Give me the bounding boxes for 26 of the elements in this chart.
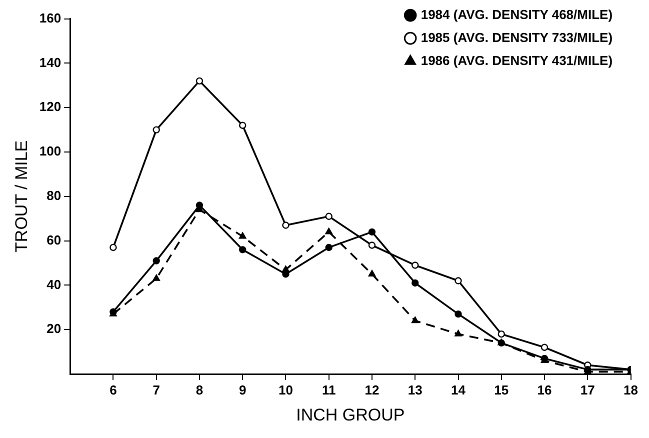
x-tick-label: 7: [152, 382, 160, 398]
y-tick-label: 80: [46, 188, 62, 203]
x-tick-label: 8: [196, 382, 204, 398]
legend-label: 1984 (AVG. DENSITY 468/MILE): [420, 6, 613, 22]
x-tick-label: 14: [451, 382, 466, 398]
x-tick-label: 9: [238, 382, 246, 398]
y-axis-title: TROUT / MILE: [12, 140, 31, 252]
x-tick-label: 17: [580, 382, 595, 398]
legend-label: 1985 (AVG. DENSITY 733/MILE): [420, 30, 613, 45]
x-axis-title: INCH GROUP: [296, 405, 405, 424]
y-tick-label: 60: [46, 232, 62, 248]
x-tick-label: 11: [322, 382, 336, 398]
x-tick-label: 16: [537, 382, 552, 398]
x-tick-label: 12: [364, 382, 380, 398]
y-tick-label: 100: [39, 144, 62, 159]
y-tick-label: 120: [39, 99, 62, 114]
x-tick-label: 6: [110, 382, 117, 398]
x-tick-label: 13: [408, 382, 422, 398]
legend-label: 1986 (AVG. DENSITY 431/MILE): [420, 52, 613, 68]
y-tick-label: 140: [39, 54, 62, 70]
x-tick-label: 15: [494, 382, 509, 398]
x-tick-label: 10: [278, 382, 293, 398]
x-tick-label: 18: [624, 382, 638, 398]
y-tick-label: 40: [46, 276, 62, 292]
y-tick-label: 20: [46, 321, 62, 336]
y-tick-label: 160: [39, 10, 62, 26]
